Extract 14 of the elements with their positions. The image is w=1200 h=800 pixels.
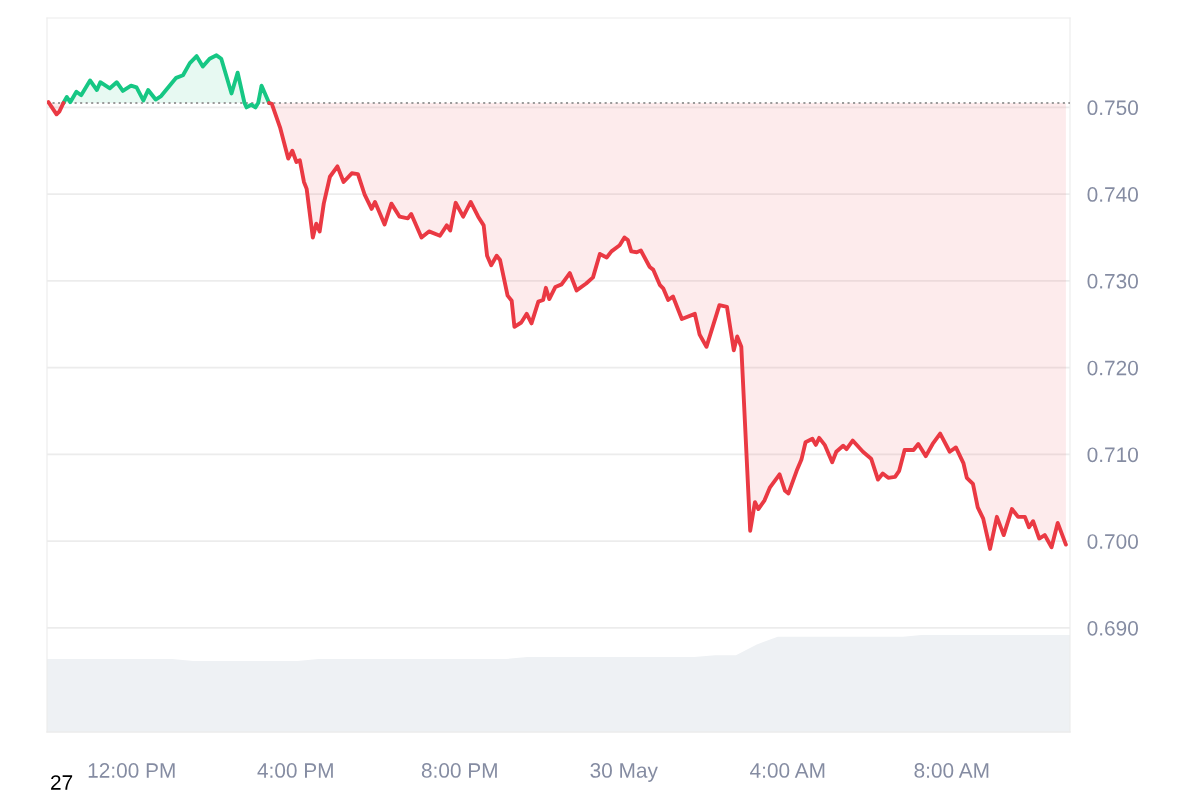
y-tick-label: 0.750: [1087, 100, 1138, 116]
y-tick-label: 0.720: [1087, 360, 1138, 376]
x-tick-label: 12:00 PM: [88, 763, 175, 778]
x-tick-label: 30 May: [590, 763, 658, 782]
x-tick-label: 4:00 AM: [750, 763, 825, 778]
y-tick-label: 0.740: [1087, 187, 1138, 202]
text: 27: [51, 775, 73, 790]
x-tick-label: 8:00 PM: [421, 763, 497, 778]
y-tick-label: 0.730: [1087, 273, 1138, 289]
x-tick-label: 8:00 AM: [914, 763, 989, 778]
y-tick-label: 0.700: [1087, 534, 1138, 549]
y-tick-label: 0.710: [1087, 447, 1138, 463]
y-tick-label: 0.690: [1087, 620, 1138, 636]
x-tick-label: 4:00 PM: [257, 763, 333, 778]
